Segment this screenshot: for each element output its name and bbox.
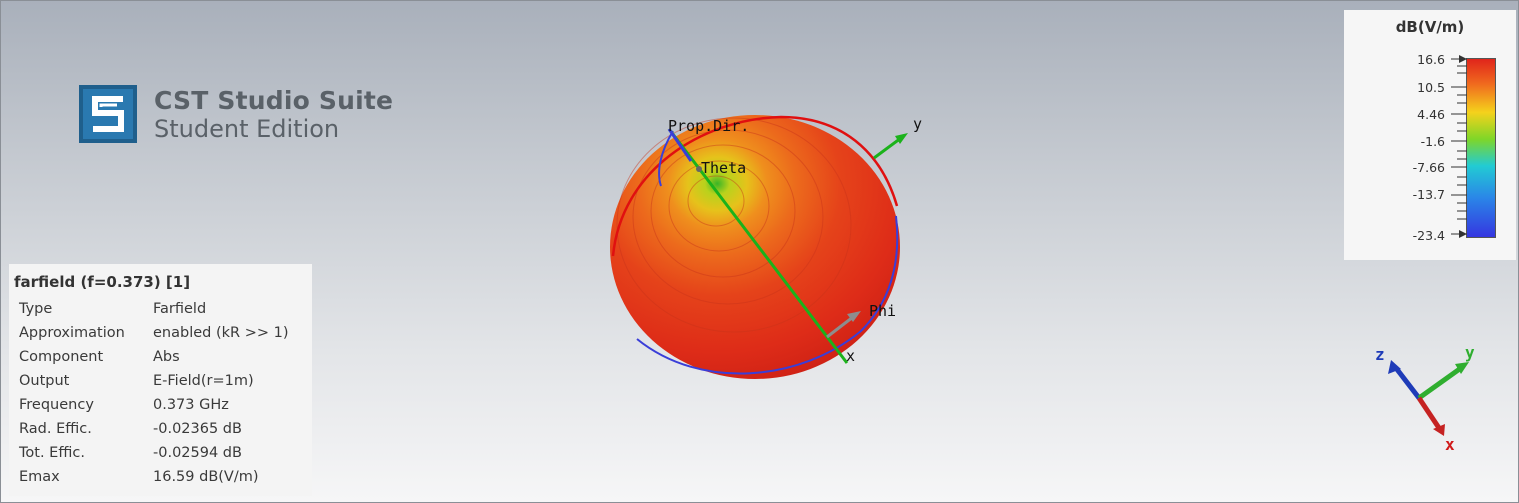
legend-min-marker [1459, 230, 1467, 238]
info-rows: Type Farfield Approximation enabled (kR >> … [19, 301, 289, 493]
label-y: y [913, 115, 922, 133]
contour-rings [616, 117, 852, 333]
info-row: Frequency 0.373 GHz [19, 397, 289, 421]
triad-y-arrowhead [1455, 362, 1469, 374]
prop-dir-line [667, 128, 693, 162]
phi-ring-lower [636, 215, 899, 375]
phi-arrow-line [826, 315, 854, 339]
info-row-value: Abs [153, 349, 180, 365]
cst-logo [79, 85, 137, 143]
info-row: Type Farfield [19, 301, 289, 325]
triad-label-x: x [1445, 435, 1455, 454]
info-row: Emax 16.59 dB(V/m) [19, 469, 289, 493]
triad-z-axis [1394, 366, 1421, 400]
result-info-panel: farfield (f=0.373) [1] Type Farfield Appro… [9, 264, 312, 496]
info-row-key: Type [19, 301, 53, 317]
triad-z-arrowhead [1388, 360, 1401, 374]
legend-unit: dB(V/m) [1395, 18, 1465, 36]
info-row-key: Tot. Effic. [19, 445, 85, 461]
legend-tick-label: 4.46 [1417, 107, 1445, 122]
theta-ring [611, 115, 899, 257]
legend-tick-label: 10.5 [1417, 80, 1445, 95]
info-row-value: -0.02365 dB [153, 421, 242, 437]
info-row: Approximation enabled (kR >> 1) [19, 325, 289, 349]
legend-max-marker [1459, 55, 1467, 63]
legend-tick-label: -23.4 [1412, 228, 1445, 243]
info-row: Component Abs [19, 349, 289, 373]
triad-y-axis [1417, 365, 1463, 401]
logo-title: CST Studio Suite [154, 86, 394, 115]
legend-tick-label: -7.66 [1412, 160, 1445, 175]
info-row-value: -0.02594 dB [153, 445, 242, 461]
legend-tick-label: -13.7 [1412, 187, 1445, 202]
logo-text: CST Studio Suite Student Edition [154, 86, 394, 143]
label-theta: Theta [701, 159, 746, 177]
triad-x-axis [1416, 396, 1442, 430]
info-row-key: Output [19, 373, 70, 389]
info-row: Rad. Effic. -0.02365 dB [19, 421, 289, 445]
phi-arrowhead [847, 311, 861, 322]
color-scale-bar [1466, 58, 1496, 238]
info-row-key: Component [19, 349, 104, 365]
legend-tick-marks [1451, 55, 1467, 238]
info-row-value: 0.373 GHz [153, 397, 229, 413]
farfield-sphere [610, 115, 900, 379]
label-x: x [846, 347, 855, 365]
info-row-key: Emax [19, 469, 60, 485]
axis-triad[interactable]: z y x [1361, 336, 1481, 456]
info-row-value: enabled (kR >> 1) [153, 325, 289, 341]
info-row-value: E-Field(r=1m) [153, 373, 254, 389]
info-row-key: Approximation [19, 325, 125, 341]
triad-x-arrowhead [1433, 424, 1445, 436]
result-title: farfield (f=0.373) [1] [14, 273, 191, 291]
label-prop-dir: Prop.Dir. [668, 117, 749, 135]
triad-label-y: y [1465, 343, 1475, 362]
info-row-value: 16.59 dB(V/m) [153, 469, 259, 485]
theta-marker [696, 166, 702, 172]
y-axis-arrowhead [895, 133, 908, 144]
info-row-key: Rad. Effic. [19, 421, 92, 437]
info-row-key: Frequency [19, 397, 94, 413]
label-phi: Phi [869, 302, 896, 320]
info-row-value: Farfield [153, 301, 207, 317]
info-row: Tot. Effic. -0.02594 dB [19, 445, 289, 469]
phi-ring [658, 130, 674, 187]
info-row: Output E-Field(r=1m) [19, 373, 289, 397]
legend-tick-label: 16.6 [1417, 52, 1445, 67]
legend-tick-label: -1.6 [1420, 134, 1445, 149]
triad-label-z: z [1375, 345, 1385, 364]
y-axis-arrow-line [873, 136, 902, 160]
logo-subtitle: Student Edition [154, 114, 340, 143]
